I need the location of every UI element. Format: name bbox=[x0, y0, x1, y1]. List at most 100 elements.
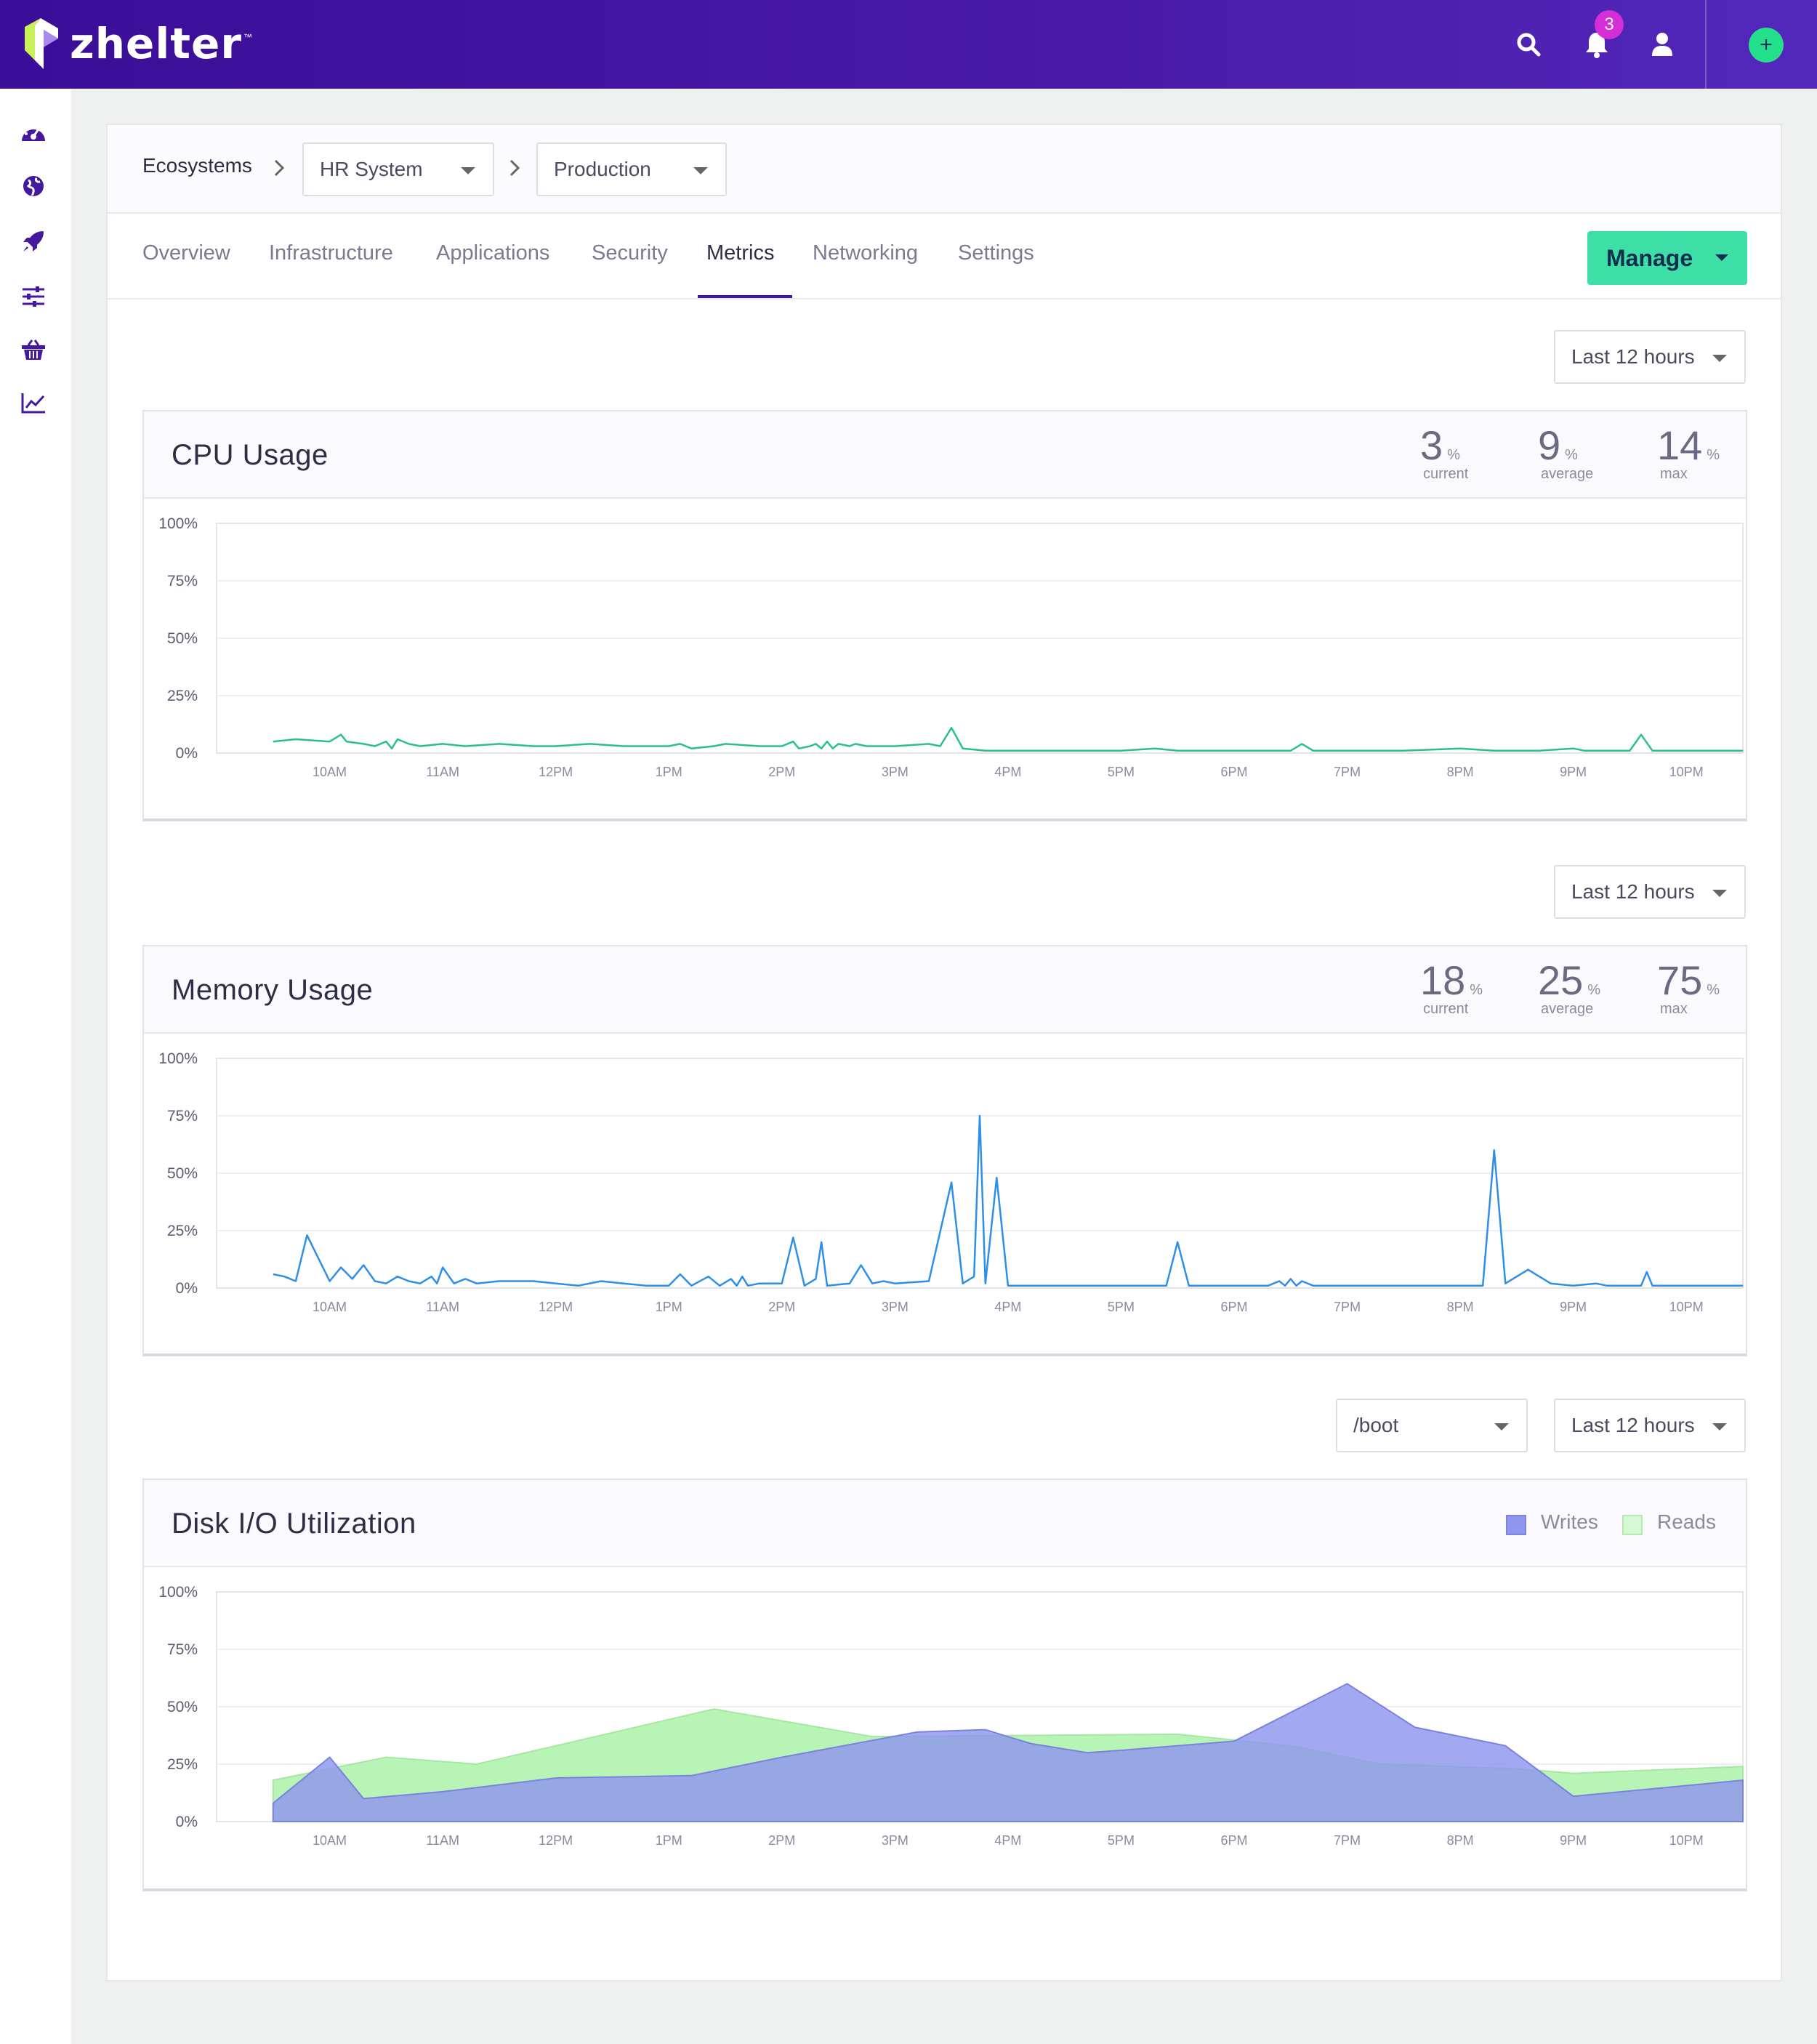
x-tick-label: 8PM bbox=[1447, 1833, 1474, 1848]
disk-time-range-value: Last 12 hours bbox=[1571, 1414, 1695, 1436]
tab-security[interactable]: Security bbox=[592, 241, 668, 265]
rocket-icon[interactable] bbox=[19, 227, 48, 256]
tab-overview[interactable]: Overview bbox=[142, 241, 230, 265]
x-tick-label: 2PM bbox=[768, 765, 795, 779]
brand-name: zhelter bbox=[70, 19, 242, 68]
disk-panel-title: Disk I/O Utilization bbox=[172, 1508, 416, 1540]
x-tick-label: 12PM bbox=[539, 1833, 573, 1848]
disk-io-chart: 100% 75% 50% 25% 0% 10AM 11AM 12PM 1PM 2PM 3PM 4PM 5… bbox=[158, 1584, 1744, 1848]
chevron-right-icon bbox=[509, 159, 520, 177]
memory-panel-title: Memory Usage bbox=[172, 974, 374, 1006]
tab-networking[interactable]: Networking bbox=[813, 241, 919, 265]
x-tick-label: 9PM bbox=[1560, 1833, 1587, 1848]
tab-settings[interactable]: Settings bbox=[958, 241, 1034, 265]
tab-infrastructure[interactable]: Infrastructure bbox=[269, 241, 393, 265]
environment-select-value: Production bbox=[554, 158, 651, 180]
caret-down-icon bbox=[461, 167, 475, 174]
y-tick-label: 25% bbox=[167, 1756, 198, 1773]
x-tick-label: 3PM bbox=[882, 1300, 908, 1314]
cpu-stat-max: 14% max bbox=[1657, 422, 1720, 482]
y-tick-label: 75% bbox=[167, 1108, 198, 1124]
cpu-stat-average: 9% average bbox=[1538, 422, 1594, 482]
memory-time-range-select[interactable]: Last 12 hours bbox=[1554, 865, 1746, 919]
memory-stat-max: 75% max bbox=[1657, 957, 1720, 1017]
dashboard-icon[interactable] bbox=[19, 118, 48, 147]
caret-down-icon bbox=[1715, 254, 1728, 261]
x-tick-label: 10PM bbox=[1669, 1833, 1704, 1848]
y-tick-label: 0% bbox=[176, 745, 198, 762]
x-tick-label: 12PM bbox=[539, 765, 573, 779]
x-tick-label: 7PM bbox=[1334, 765, 1361, 779]
system-select-value: HR System bbox=[320, 158, 423, 180]
disk-panel-header: Disk I/O Utilization Writes Reads bbox=[144, 1480, 1746, 1567]
x-tick-label: 6PM bbox=[1220, 765, 1247, 779]
globe-icon[interactable] bbox=[19, 172, 48, 201]
x-tick-label: 7PM bbox=[1334, 1300, 1361, 1314]
y-tick-label: 0% bbox=[176, 1280, 198, 1297]
x-tick-label: 4PM bbox=[994, 1833, 1021, 1848]
x-tick-label: 9PM bbox=[1560, 765, 1587, 779]
legend-writes-label: Writes bbox=[1541, 1510, 1598, 1533]
disk-io-panel: Disk I/O Utilization Writes Reads 100% 75… bbox=[142, 1478, 1747, 1891]
user-icon[interactable] bbox=[1645, 28, 1679, 61]
memory-time-range-value: Last 12 hours bbox=[1571, 880, 1695, 903]
x-tick-label: 3PM bbox=[882, 765, 908, 779]
memory-usage-chart: 100% 75% 50% 25% 0% 10AM 11AM 12PM 1PM 2PM 3PM 4PM 5… bbox=[158, 1050, 1744, 1314]
x-tick-label: 9PM bbox=[1560, 1300, 1587, 1314]
x-tick-label: 4PM bbox=[994, 1300, 1021, 1314]
y-tick-label: 50% bbox=[167, 1165, 198, 1182]
memory-stat-current: 18% current bbox=[1420, 957, 1483, 1017]
x-tick-label: 10AM bbox=[313, 1833, 347, 1848]
x-tick-label: 7PM bbox=[1334, 1833, 1361, 1848]
series-line bbox=[273, 726, 1743, 752]
disk-time-range-select[interactable]: Last 12 hours bbox=[1554, 1399, 1746, 1452]
x-tick-label: 3PM bbox=[882, 1833, 908, 1848]
x-tick-label: 6PM bbox=[1220, 1833, 1247, 1848]
cpu-time-range-select[interactable]: Last 12 hours bbox=[1554, 330, 1746, 384]
y-tick-label: 75% bbox=[167, 573, 198, 590]
x-tick-label: 11AM bbox=[426, 1833, 459, 1848]
plus-icon[interactable]: + bbox=[1749, 28, 1784, 63]
y-tick-label: 50% bbox=[167, 630, 198, 647]
x-tick-label: 12PM bbox=[539, 1300, 573, 1314]
legend-reads-swatch bbox=[1622, 1515, 1643, 1535]
zhelter-logo-icon bbox=[25, 18, 58, 69]
breadcrumb: Ecosystems HR System Production bbox=[108, 125, 1781, 214]
topbar-divider bbox=[1705, 0, 1707, 89]
tab-applications[interactable]: Applications bbox=[436, 241, 550, 265]
sliders-icon[interactable] bbox=[19, 282, 48, 311]
sidebar bbox=[0, 89, 71, 2044]
x-tick-label: 10AM bbox=[313, 1300, 347, 1314]
y-tick-label: 100% bbox=[158, 1050, 198, 1067]
memory-usage-panel: Memory Usage 18% current 25% average 75%… bbox=[142, 945, 1747, 1356]
top-bar: zhelter ™ 3 + bbox=[0, 0, 1817, 89]
notification-badge[interactable]: 3 bbox=[1595, 10, 1624, 39]
caret-down-icon bbox=[1712, 355, 1727, 362]
memory-panel-header: Memory Usage 18% current 25% average 75%… bbox=[144, 946, 1746, 1034]
series-line bbox=[273, 1114, 1743, 1287]
search-icon[interactable] bbox=[1512, 28, 1545, 61]
tab-bar: Overview Infrastructure Applications Sec… bbox=[108, 214, 1781, 299]
brand-trademark: ™ bbox=[243, 32, 252, 42]
y-tick-label: 25% bbox=[167, 688, 198, 704]
y-tick-label: 100% bbox=[158, 515, 198, 532]
x-tick-label: 8PM bbox=[1447, 1300, 1474, 1314]
legend-writes-swatch bbox=[1506, 1515, 1526, 1535]
disk-mount-select[interactable]: /boot bbox=[1336, 1399, 1528, 1452]
x-tick-label: 10PM bbox=[1669, 1300, 1704, 1314]
cpu-usage-panel: CPU Usage 3% current 9% average 14% max … bbox=[142, 410, 1747, 821]
breadcrumb-ecosystems[interactable]: Ecosystems bbox=[142, 154, 252, 177]
manage-button[interactable]: Manage bbox=[1587, 231, 1747, 285]
manage-button-label: Manage bbox=[1606, 244, 1693, 271]
brand-logo[interactable]: zhelter ™ bbox=[22, 15, 252, 73]
tab-metrics[interactable]: Metrics bbox=[706, 241, 775, 265]
memory-stat-average: 25% average bbox=[1538, 957, 1601, 1017]
basket-icon[interactable] bbox=[19, 336, 48, 365]
y-tick-label: 100% bbox=[158, 1584, 198, 1601]
system-select[interactable]: HR System bbox=[302, 142, 494, 196]
chevron-right-icon bbox=[274, 159, 285, 177]
line-chart-icon[interactable] bbox=[19, 388, 48, 417]
environment-select[interactable]: Production bbox=[536, 142, 727, 196]
y-tick-label: 50% bbox=[167, 1699, 198, 1715]
caret-down-icon bbox=[693, 167, 708, 174]
